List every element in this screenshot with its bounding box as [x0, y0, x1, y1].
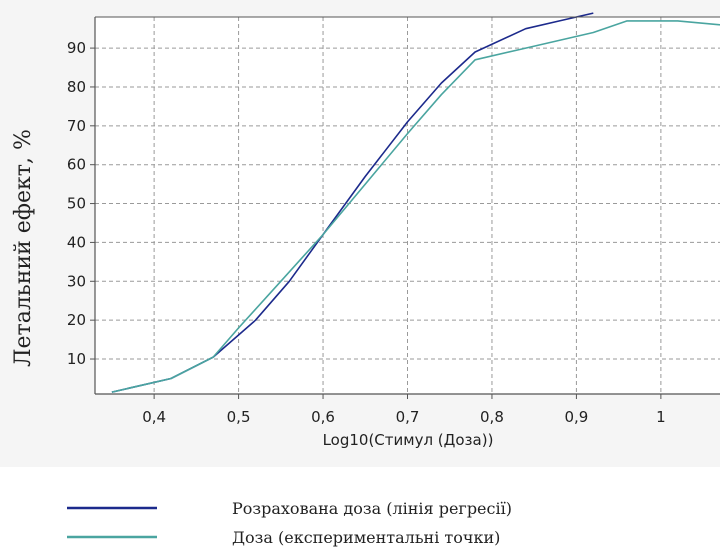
- x-tick-labels: 0,4 0,5 0,6 0,7 0,8 0,9 1: [142, 394, 666, 426]
- y-tick-label: 60: [67, 156, 86, 174]
- x-tick-label: 0,9: [564, 408, 588, 426]
- y-tick-label: 70: [67, 117, 86, 135]
- y-tick-label: 30: [67, 272, 86, 290]
- grid-lines: [95, 17, 720, 394]
- x-tick-label: 0,6: [311, 408, 335, 426]
- series-line-2: [111, 20, 720, 393]
- series-lines: [111, 12, 720, 393]
- legend: Розрахована доза (лінія регресії) Доза (е…: [67, 499, 512, 547]
- legend-label-2: Доза (експериментальні точки): [232, 528, 500, 547]
- y-tick-label: 10: [67, 350, 86, 368]
- x-tick-label: 0,8: [480, 408, 504, 426]
- y-tick-labels: 10 20 30 40 50 60 70 80 90: [67, 39, 95, 368]
- x-tick-label: 0,5: [227, 408, 251, 426]
- plot-area: [95, 17, 720, 394]
- x-tick-label: 1: [656, 408, 666, 426]
- x-tick-label: 0,7: [396, 408, 420, 426]
- x-axis-label: Log10(Стимул (Доза)): [323, 431, 494, 449]
- y-tick-label: 40: [67, 233, 86, 251]
- y-axis-label: Летальний ефект, %: [11, 129, 36, 367]
- y-tick-label: 20: [67, 311, 86, 329]
- y-tick-label: 80: [67, 78, 86, 96]
- x-tick-label: 0,4: [142, 408, 166, 426]
- y-tick-label: 90: [67, 39, 86, 57]
- legend-label-1: Розрахована доза (лінія регресії): [232, 499, 512, 518]
- y-tick-label: 50: [67, 195, 86, 213]
